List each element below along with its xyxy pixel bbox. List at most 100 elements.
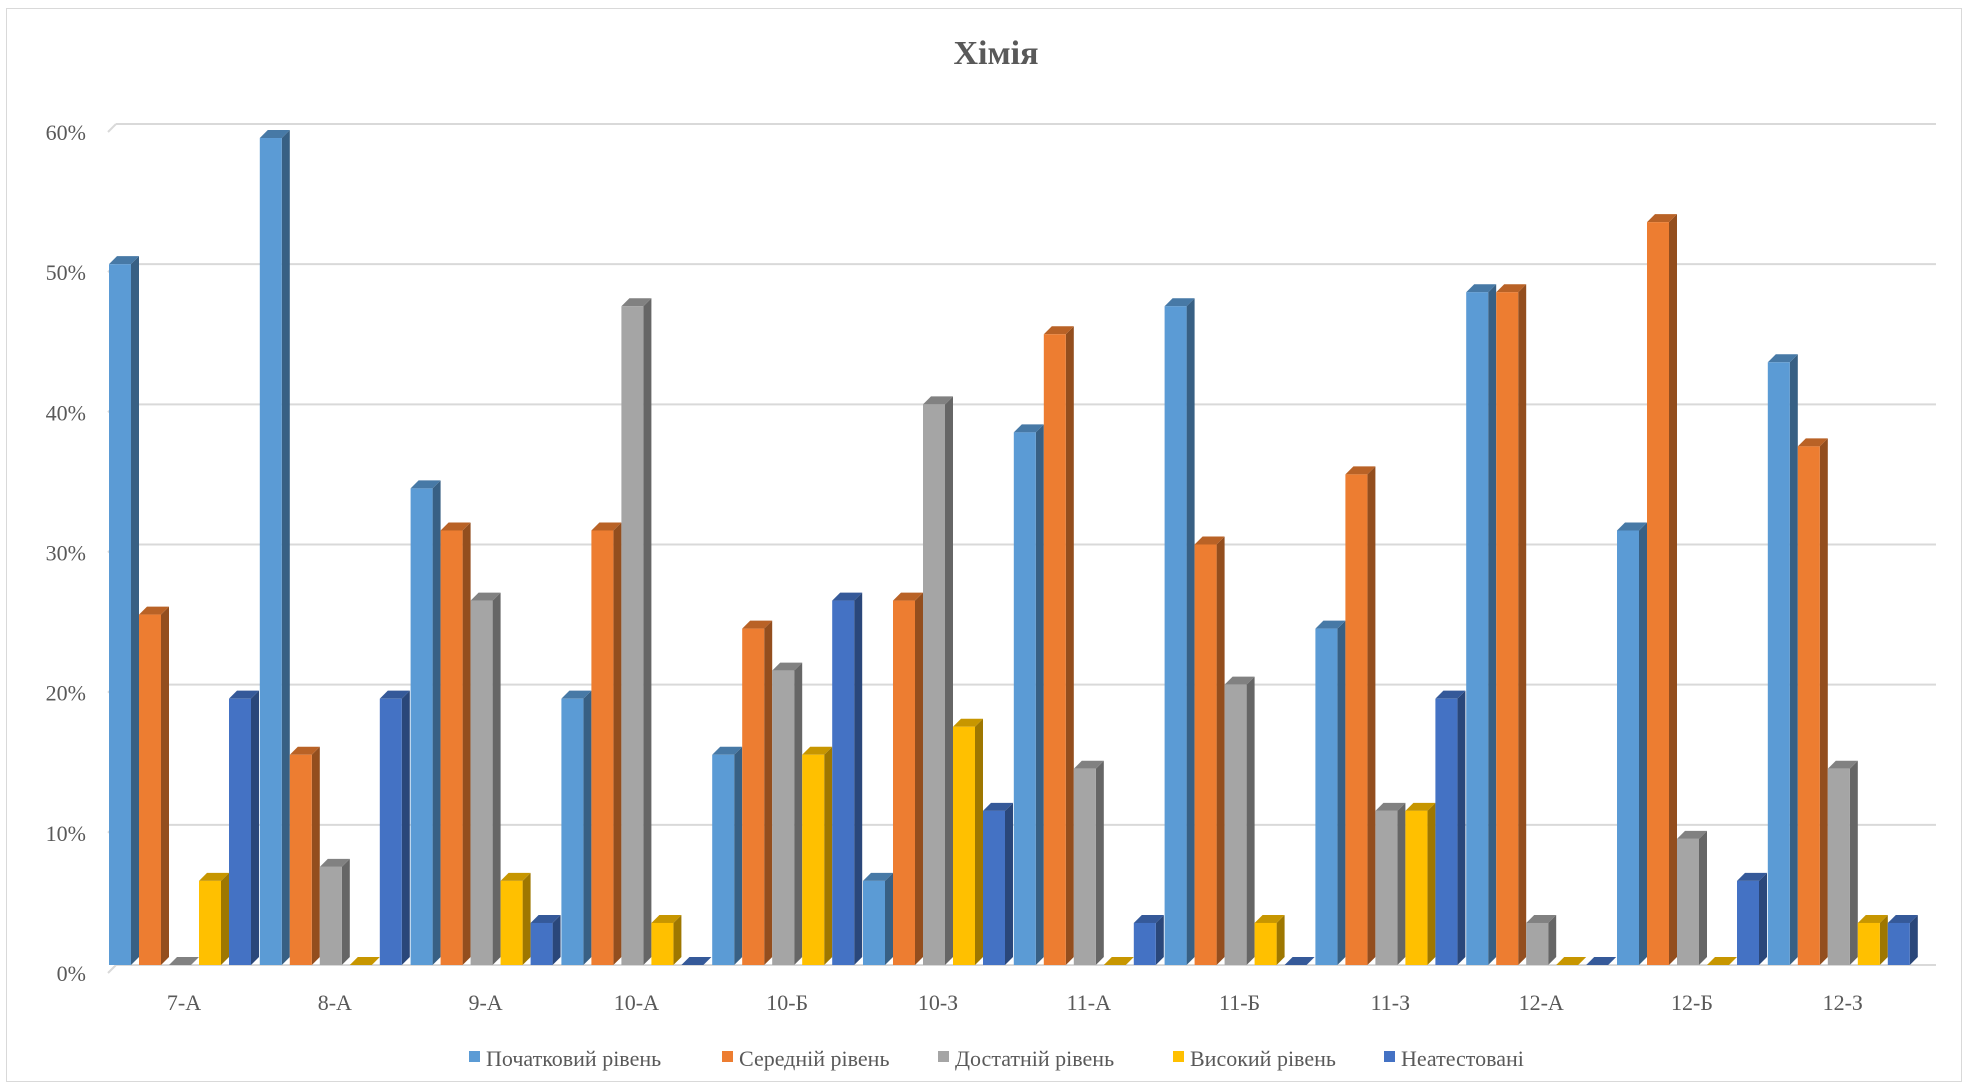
bar-top bbox=[1043, 326, 1074, 335]
legend-label: Середній рівень bbox=[739, 1046, 889, 1071]
bar-top bbox=[319, 858, 350, 867]
bar-front bbox=[1224, 684, 1247, 965]
bar bbox=[1737, 872, 1767, 965]
bar bbox=[1133, 914, 1164, 965]
bar bbox=[1556, 957, 1587, 965]
bar bbox=[1315, 620, 1346, 965]
bar bbox=[561, 690, 592, 965]
bar-top bbox=[199, 872, 229, 881]
bar-front bbox=[1496, 292, 1519, 965]
y-axis-tick-labels: 0% 10% 20% 30% 40% 50% 60% bbox=[46, 120, 86, 986]
legend-swatch bbox=[722, 1051, 733, 1062]
bar-top bbox=[530, 914, 561, 923]
x-tick-label: 10-З bbox=[918, 990, 958, 1015]
bar bbox=[1767, 354, 1798, 965]
bar-top bbox=[229, 690, 259, 699]
x-tick-label: 12-З bbox=[1823, 990, 1863, 1015]
bar-top bbox=[1435, 690, 1466, 699]
x-tick-label: 11-Б bbox=[1219, 990, 1260, 1015]
bar-side bbox=[432, 480, 441, 965]
x-tick-label: 10-Б bbox=[766, 990, 808, 1015]
bar bbox=[1617, 522, 1647, 965]
x-tick-label: 12-Б bbox=[1671, 990, 1713, 1015]
bar bbox=[1647, 214, 1677, 965]
bar bbox=[742, 620, 773, 965]
bar bbox=[953, 718, 983, 965]
bar-side bbox=[1488, 284, 1497, 965]
bar-front bbox=[1043, 334, 1066, 965]
chart-title: Хімія bbox=[954, 35, 1039, 72]
bar bbox=[530, 914, 561, 965]
bar-front bbox=[1827, 768, 1850, 965]
y-tick-label: 20% bbox=[46, 681, 86, 706]
bar-top bbox=[742, 620, 773, 629]
legend-entry: Високий рівень bbox=[1173, 1046, 1336, 1071]
bar-top bbox=[1073, 760, 1104, 769]
legend-swatch bbox=[1384, 1051, 1395, 1062]
bar-top bbox=[259, 130, 290, 139]
bar-top bbox=[1224, 676, 1255, 685]
bar-top bbox=[1254, 914, 1285, 923]
x-tick-label: 9-А bbox=[468, 990, 502, 1015]
bar-front bbox=[1164, 306, 1187, 965]
bar-front bbox=[953, 726, 975, 965]
bar-side bbox=[1367, 466, 1376, 965]
bar-side bbox=[492, 592, 501, 965]
bar bbox=[1827, 760, 1858, 965]
bar bbox=[319, 858, 350, 965]
bar-top bbox=[832, 592, 863, 601]
bar bbox=[229, 690, 259, 965]
bar-side bbox=[1035, 424, 1044, 965]
bar-front bbox=[591, 530, 614, 965]
bar-top bbox=[772, 662, 803, 671]
legend-label: Достатній рівень bbox=[955, 1046, 1114, 1071]
bar bbox=[1857, 914, 1888, 965]
bar-side bbox=[1065, 326, 1074, 965]
bar-front bbox=[1013, 432, 1036, 965]
bar-side bbox=[1909, 914, 1918, 965]
bar-top bbox=[1013, 424, 1044, 433]
bar-front bbox=[1345, 474, 1368, 965]
bar-side bbox=[643, 298, 652, 965]
bar-front bbox=[410, 488, 433, 965]
bar bbox=[379, 690, 410, 965]
bar-side bbox=[1548, 914, 1557, 965]
bar-top bbox=[1827, 760, 1858, 769]
bar bbox=[1164, 298, 1195, 965]
bar-front bbox=[832, 600, 855, 965]
bar-front bbox=[621, 306, 644, 965]
bar bbox=[500, 872, 531, 965]
bar-side bbox=[794, 662, 803, 965]
bar bbox=[1496, 284, 1527, 965]
x-tick-label: 8-А bbox=[318, 990, 352, 1015]
bar-side bbox=[824, 746, 833, 965]
bar bbox=[1345, 466, 1376, 965]
bar-front bbox=[1405, 810, 1428, 965]
bar bbox=[591, 522, 622, 965]
bar bbox=[109, 256, 139, 966]
bar bbox=[1887, 914, 1918, 965]
bar-front bbox=[1797, 446, 1820, 966]
bar bbox=[410, 480, 441, 965]
bar-front bbox=[1887, 922, 1910, 965]
bar-side bbox=[613, 522, 622, 965]
bar-top bbox=[802, 746, 833, 755]
bar-side bbox=[1276, 914, 1285, 965]
bar-top bbox=[1677, 830, 1707, 839]
bar bbox=[1677, 830, 1707, 965]
bar-top bbox=[1164, 298, 1195, 307]
bar-front bbox=[772, 670, 795, 965]
bar-front bbox=[440, 530, 463, 965]
bar-front bbox=[500, 880, 523, 965]
bar-top bbox=[1707, 957, 1737, 965]
bar-front bbox=[651, 922, 674, 965]
bar-side bbox=[1457, 690, 1466, 965]
bar bbox=[1103, 957, 1134, 965]
bar-front bbox=[1617, 530, 1639, 965]
bar bbox=[1043, 326, 1074, 965]
y-tick-label: 0% bbox=[57, 961, 86, 986]
bar-side bbox=[1849, 760, 1858, 965]
bar bbox=[893, 592, 923, 965]
bar-side bbox=[885, 872, 893, 965]
bar-side bbox=[975, 718, 983, 965]
